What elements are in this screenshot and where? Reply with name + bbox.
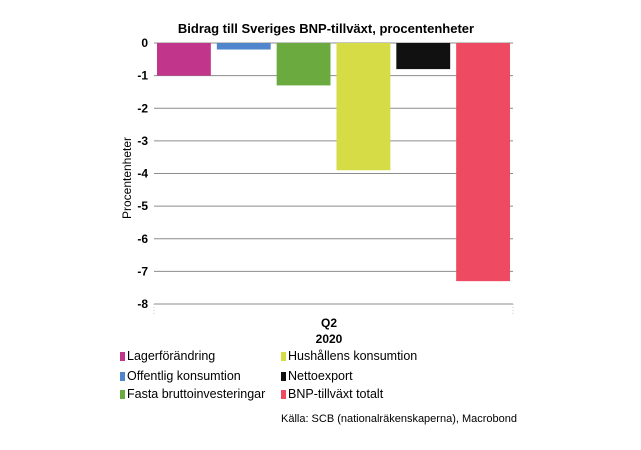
chart-title: Bidrag till Sveriges BNP-tillväxt, proce… (178, 21, 474, 36)
bar-5 (396, 43, 451, 70)
legend-swatch (120, 352, 125, 361)
source-note: Källa: SCB (nationalräkenskaperna), Macr… (281, 413, 517, 425)
legend-label: BNP-tillväxt totalt (288, 387, 384, 401)
bar-3 (276, 43, 331, 86)
legend-swatch (120, 390, 125, 399)
legend-label: Nettoexport (288, 369, 353, 383)
y-tick-label: -7 (137, 264, 148, 278)
legend-swatch (120, 372, 125, 381)
legend-label: Hushållens konsumtion (288, 349, 417, 363)
legend-swatch (281, 390, 286, 399)
y-tick-label: -2 (137, 101, 148, 115)
y-axis-label: Procentenheter (120, 137, 134, 219)
y-tick-label: -1 (137, 69, 148, 83)
bar-4 (336, 43, 391, 171)
y-tick-label: -3 (137, 134, 148, 148)
y-tick-label: 0 (141, 36, 148, 50)
y-tick-label: -4 (137, 167, 148, 181)
bars (156, 43, 511, 282)
y-tick-label: -8 (137, 297, 148, 311)
legend: Lagerförändring Hushållens konsumtion Offe… (120, 349, 417, 401)
gridlines (153, 42, 514, 316)
y-axis-ticks: 0 -1 -2 -3 -4 -5 -6 -7 -8 (137, 36, 148, 311)
legend-label: Fasta bruttoinvesteringar (127, 387, 265, 401)
category-label-quarter: Q2 (321, 316, 337, 330)
bar-1 (156, 43, 211, 76)
legend-swatch (281, 352, 286, 361)
legend-label: Lagerförändring (127, 349, 215, 363)
legend-swatch (281, 372, 286, 381)
category-label-year: 2020 (316, 332, 343, 346)
bar-2 (216, 43, 271, 50)
y-tick-label: -5 (137, 199, 148, 213)
bar-6 (456, 43, 511, 282)
legend-label: Offentlig konsumtion (127, 369, 241, 383)
y-tick-label: -6 (137, 232, 148, 246)
